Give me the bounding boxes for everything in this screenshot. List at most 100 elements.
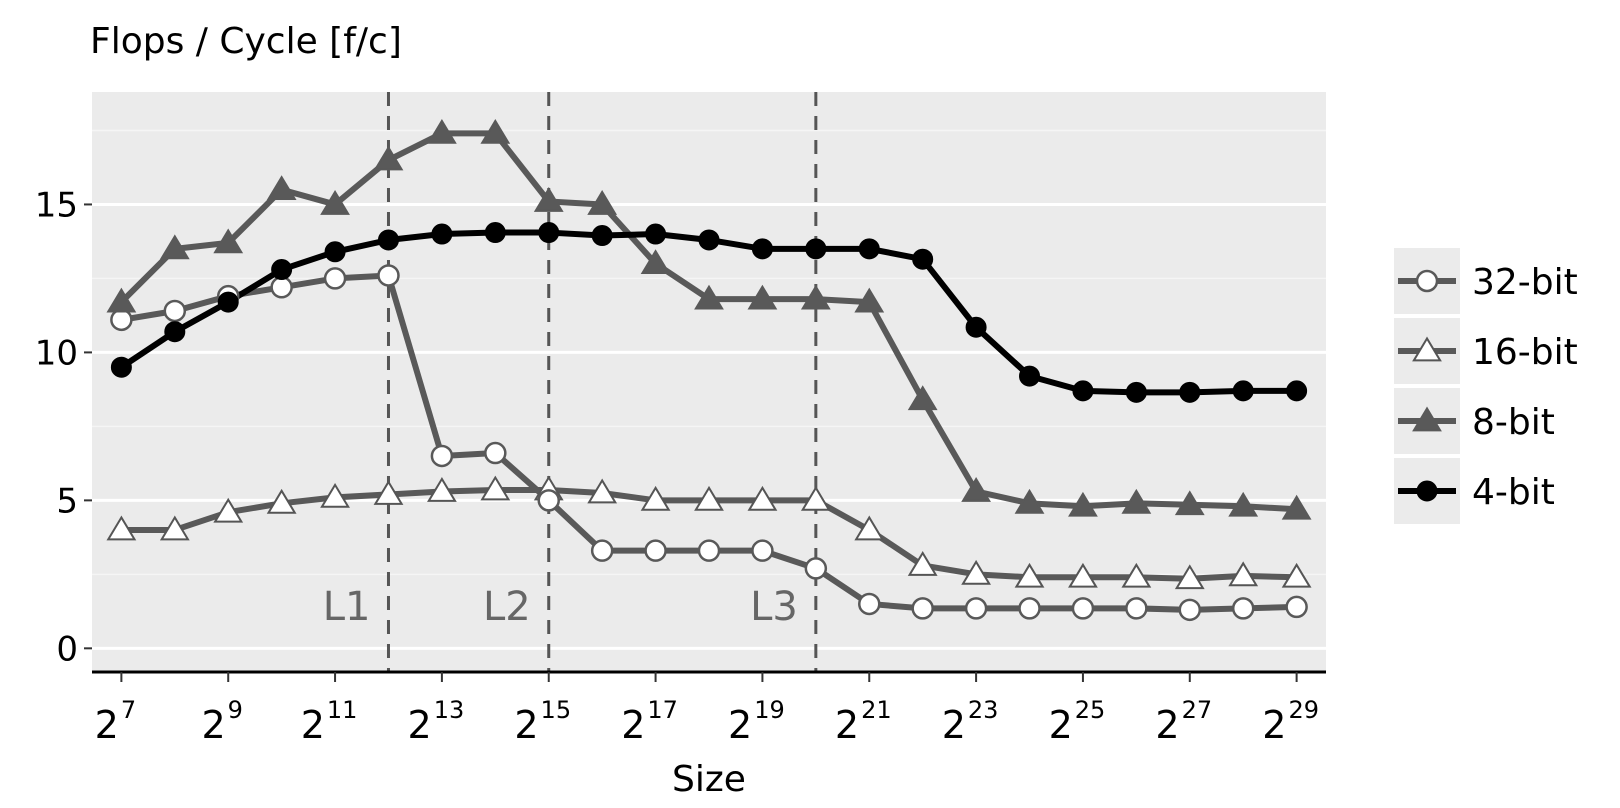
x-tick-label: 221 bbox=[835, 696, 892, 747]
data-point-8-bit bbox=[373, 145, 404, 171]
data-point-32-bit bbox=[270, 276, 293, 299]
y-tick-label: 5 bbox=[56, 481, 78, 521]
data-point-32-bit bbox=[964, 597, 988, 620]
data-point-16-bit bbox=[747, 485, 778, 511]
y-tick-label: 10 bbox=[35, 333, 78, 373]
legend-key-marker bbox=[1412, 336, 1442, 362]
legend-key-marker bbox=[1415, 269, 1439, 293]
data-point-16-bit bbox=[106, 515, 137, 541]
data-point-32-bit bbox=[377, 264, 400, 287]
data-point-8-bit bbox=[694, 284, 724, 310]
data-point-4-bit bbox=[1179, 381, 1201, 403]
x-axis-title: Size bbox=[672, 759, 746, 800]
data-point-16-bit bbox=[1121, 562, 1152, 588]
data-point-8-bit bbox=[747, 284, 778, 310]
data-point-16-bit bbox=[1281, 562, 1312, 588]
data-point-4-bit bbox=[751, 238, 773, 260]
annotations: L1 L2 L3 bbox=[323, 92, 818, 672]
data-point-32-bit bbox=[1178, 598, 1202, 622]
x-tick-label: 223 bbox=[942, 696, 999, 747]
data-point-32-bit bbox=[911, 597, 934, 620]
data-point-32-bit bbox=[644, 539, 667, 562]
data-point-4-bit bbox=[431, 223, 453, 245]
data-point-32-bit bbox=[1285, 595, 1308, 619]
data-point-32-bit bbox=[590, 539, 614, 562]
data-point-16-bit bbox=[1068, 562, 1098, 588]
data-point-32-bit bbox=[484, 441, 507, 465]
data-point-16-bit bbox=[159, 515, 190, 541]
legend: 32-bit 16-bit 8-bit 4-bit bbox=[1394, 248, 1578, 524]
data-point-16-bit bbox=[800, 485, 831, 511]
data-point-32-bit bbox=[110, 308, 133, 332]
data-point-8-bit bbox=[800, 284, 831, 310]
data-point-4-bit bbox=[591, 225, 613, 247]
data-point-32-bit bbox=[430, 444, 454, 468]
data-point-4-bit bbox=[698, 229, 720, 251]
data-point-16-bit bbox=[480, 475, 511, 501]
data-point-16-bit bbox=[427, 477, 457, 502]
data-point-8-bit bbox=[427, 118, 457, 144]
y-axis-title: Flops / Cycle [f/c] bbox=[90, 21, 402, 62]
data-point-32-bit bbox=[163, 299, 187, 323]
data-point-4-bit bbox=[271, 259, 293, 281]
data-point-8-bit bbox=[159, 234, 190, 260]
x-tick-label: 29 bbox=[201, 696, 242, 747]
legend-label: 32-bit bbox=[1472, 262, 1578, 303]
data-point-16-bit bbox=[694, 485, 724, 511]
data-point-16-bit bbox=[640, 485, 671, 511]
data-point-8-bit bbox=[213, 228, 244, 254]
x-tick-label: 211 bbox=[301, 696, 358, 747]
data-point-16-bit bbox=[373, 480, 404, 505]
data-point-16-bit bbox=[907, 551, 938, 576]
cache-label: L3 bbox=[750, 584, 798, 630]
x-tick-label: 213 bbox=[408, 696, 465, 747]
data-point-32-bit bbox=[1231, 597, 1255, 620]
cache-label: L2 bbox=[483, 584, 531, 630]
data-point-16-bit bbox=[320, 482, 350, 508]
x-tick-label: 27 bbox=[95, 696, 136, 747]
x-tick-label: 229 bbox=[1262, 696, 1319, 747]
data-point-32-bit bbox=[1018, 597, 1041, 620]
data-point-8-bit bbox=[907, 385, 938, 411]
data-point-32-bit bbox=[1125, 597, 1148, 620]
data-point-4-bit bbox=[377, 229, 399, 251]
cache-label: L1 bbox=[323, 584, 371, 630]
data-point-16-bit bbox=[854, 515, 885, 541]
axes: 0 5 10 15 27 29 211 213 215 217 219 221 223 225 227 229 bbox=[35, 185, 1326, 747]
legend-key-marker bbox=[1412, 406, 1442, 432]
data-point-16-bit bbox=[213, 497, 244, 523]
data-point-8-bit bbox=[640, 249, 671, 275]
data-point-16-bit bbox=[587, 478, 618, 504]
data-point-4-bit bbox=[965, 316, 987, 338]
legend-label: 8-bit bbox=[1472, 402, 1555, 443]
data-point-4-bit bbox=[164, 321, 186, 343]
data-point-16-bit bbox=[1174, 564, 1205, 590]
data-point-4-bit bbox=[538, 222, 560, 244]
y-tick-label: 0 bbox=[56, 629, 78, 669]
data-point-8-bit bbox=[266, 175, 297, 201]
data-point-4-bit bbox=[645, 223, 667, 245]
data-point-8-bit bbox=[106, 287, 137, 313]
legend-key-marker bbox=[1416, 480, 1438, 502]
data-point-4-bit bbox=[1232, 380, 1254, 402]
data-point-32-bit bbox=[537, 489, 560, 512]
y-tick-label: 15 bbox=[35, 185, 78, 225]
data-point-32-bit bbox=[751, 539, 774, 562]
data-point-8-bit bbox=[1121, 488, 1152, 514]
data-point-4-bit bbox=[110, 356, 132, 378]
x-tick-label: 217 bbox=[621, 696, 678, 747]
data-point-4-bit bbox=[1125, 381, 1147, 403]
data-point-8-bit bbox=[961, 477, 991, 502]
data-point-16-bit bbox=[961, 559, 991, 585]
data-point-8-bit bbox=[480, 118, 511, 144]
data-point-4-bit bbox=[1072, 380, 1094, 402]
data-point-4-bit bbox=[805, 238, 827, 260]
data-point-4-bit bbox=[1019, 365, 1041, 387]
data-point-8-bit bbox=[320, 190, 350, 215]
data-point-32-bit bbox=[858, 592, 881, 616]
data-point-8-bit bbox=[854, 287, 885, 313]
legend-label: 16-bit bbox=[1472, 332, 1578, 373]
data-point-8-bit bbox=[1228, 491, 1259, 517]
data-point-8-bit bbox=[1068, 491, 1098, 517]
